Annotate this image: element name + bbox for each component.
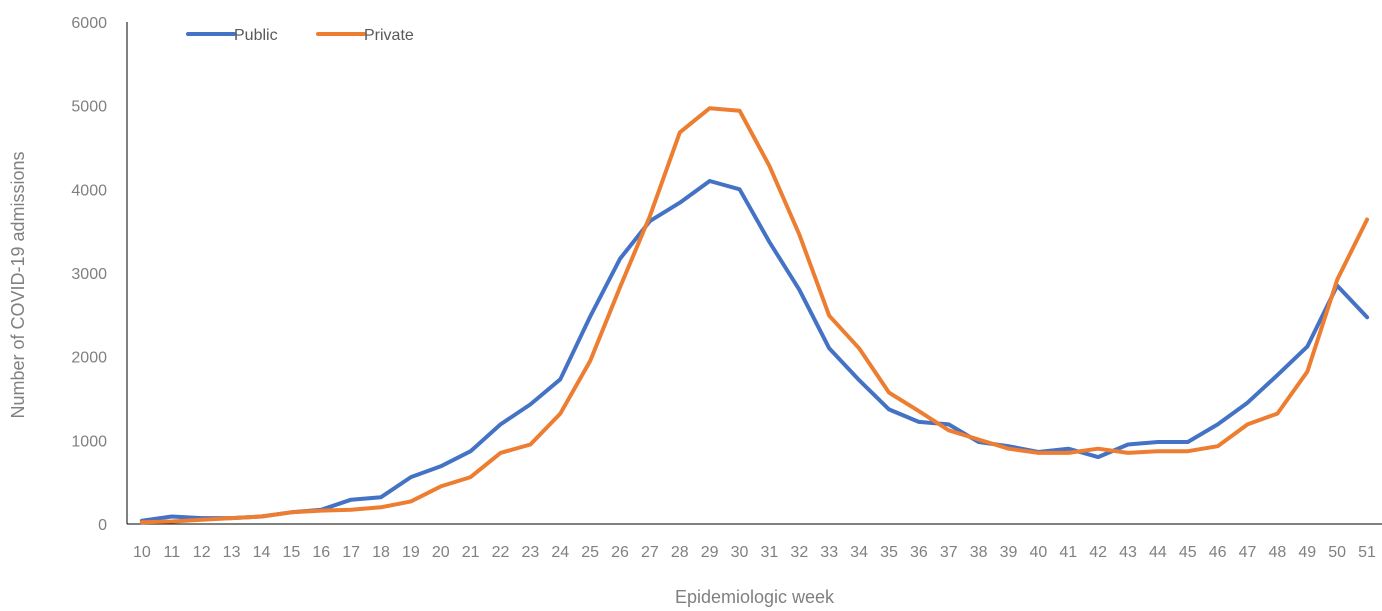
x-tick-label: 51 — [1358, 544, 1376, 561]
x-tick-label: 47 — [1239, 544, 1257, 561]
x-tick-label: 40 — [1029, 544, 1047, 561]
x-tick-label: 46 — [1209, 544, 1227, 561]
x-tick-label: 18 — [372, 544, 390, 561]
x-tick-label: 15 — [282, 544, 300, 561]
x-tick-label: 32 — [790, 544, 808, 561]
y-axis-title: Number of COVID-19 admissions — [8, 151, 28, 418]
x-tick-label: 41 — [1059, 544, 1077, 561]
x-tick-label: 48 — [1269, 544, 1287, 561]
x-tick-label: 17 — [342, 544, 360, 561]
x-tick-label: 24 — [551, 544, 569, 561]
x-tick-label: 43 — [1119, 544, 1137, 561]
x-tick-label: 12 — [193, 544, 211, 561]
x-tick-label: 11 — [164, 544, 181, 561]
x-tick-label: 23 — [521, 544, 539, 561]
y-tick-label: 3000 — [71, 266, 107, 283]
x-tick-label: 42 — [1089, 544, 1107, 561]
x-tick-label: 45 — [1179, 544, 1197, 561]
legend-label-private: Private — [364, 27, 414, 44]
x-tick-label: 30 — [731, 544, 749, 561]
x-tick-label: 38 — [970, 544, 988, 561]
x-tick-label: 49 — [1298, 544, 1316, 561]
x-tick-label: 35 — [880, 544, 898, 561]
y-tick-label: 4000 — [71, 182, 107, 199]
y-tick-label: 6000 — [71, 15, 107, 32]
x-tick-label: 20 — [432, 544, 450, 561]
x-tick-label: 28 — [671, 544, 689, 561]
x-tick-label: 36 — [910, 544, 928, 561]
x-tick-label: 10 — [133, 544, 151, 561]
x-tick-label: 25 — [581, 544, 599, 561]
x-axis-title: Epidemiologic week — [675, 587, 835, 607]
x-tick-label: 31 — [761, 544, 779, 561]
x-axis-ticks: 10 11 12 13 14 15 16 17 18 19 20 21 22 23 24 25 26 27 28 29… — [133, 544, 1376, 561]
legend-label-public: Public — [234, 27, 278, 44]
x-tick-label: 29 — [701, 544, 719, 561]
x-tick-label: 21 — [462, 544, 480, 561]
x-tick-label: 26 — [611, 544, 629, 561]
x-tick-label: 33 — [820, 544, 838, 561]
x-tick-label: 27 — [641, 544, 659, 561]
series-line-private — [139, 106, 1370, 525]
y-tick-label: 0 — [98, 517, 107, 534]
series-layer — [139, 106, 1370, 525]
legend: Public Private — [186, 27, 414, 44]
series-line-public — [139, 179, 1370, 523]
x-tick-label: 22 — [492, 544, 510, 561]
x-tick-label: 34 — [850, 544, 868, 561]
x-tick-label: 14 — [253, 544, 271, 561]
x-tick-label: 39 — [1000, 544, 1018, 561]
x-tick-label: 13 — [223, 544, 241, 561]
y-tick-label: 1000 — [71, 433, 107, 450]
y-tick-label: 5000 — [71, 99, 107, 116]
x-tick-label: 16 — [312, 544, 330, 561]
y-axis-ticks: 0 1000 2000 3000 4000 5000 6000 — [71, 15, 107, 534]
x-tick-label: 44 — [1149, 544, 1167, 561]
x-tick-label: 50 — [1328, 544, 1346, 561]
x-tick-label: 19 — [402, 544, 420, 561]
y-tick-label: 2000 — [71, 350, 107, 367]
x-tick-label: 37 — [940, 544, 958, 561]
